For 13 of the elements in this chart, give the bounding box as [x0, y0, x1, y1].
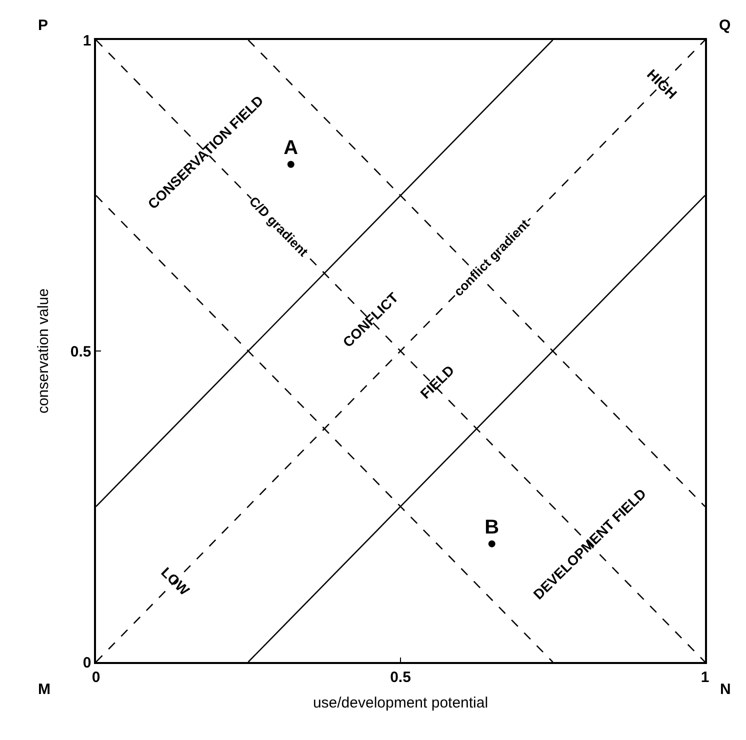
y-tick-label: 1	[82, 32, 92, 50]
x-tick-label: 1	[700, 668, 710, 686]
data-label: B	[484, 516, 500, 538]
text: P	[38, 17, 48, 34]
y-tick-label: 0.5	[70, 343, 92, 360]
y-tick-label: 0	[82, 654, 92, 672]
text: M	[38, 681, 50, 698]
data-label: A	[284, 137, 298, 160]
text: Q	[719, 17, 731, 34]
x-tick-label: 0.5	[390, 668, 411, 686]
x-axis-title: use/development potential	[312, 694, 488, 712]
y-axis-title: conservation value	[35, 288, 52, 414]
text: N	[720, 681, 731, 698]
